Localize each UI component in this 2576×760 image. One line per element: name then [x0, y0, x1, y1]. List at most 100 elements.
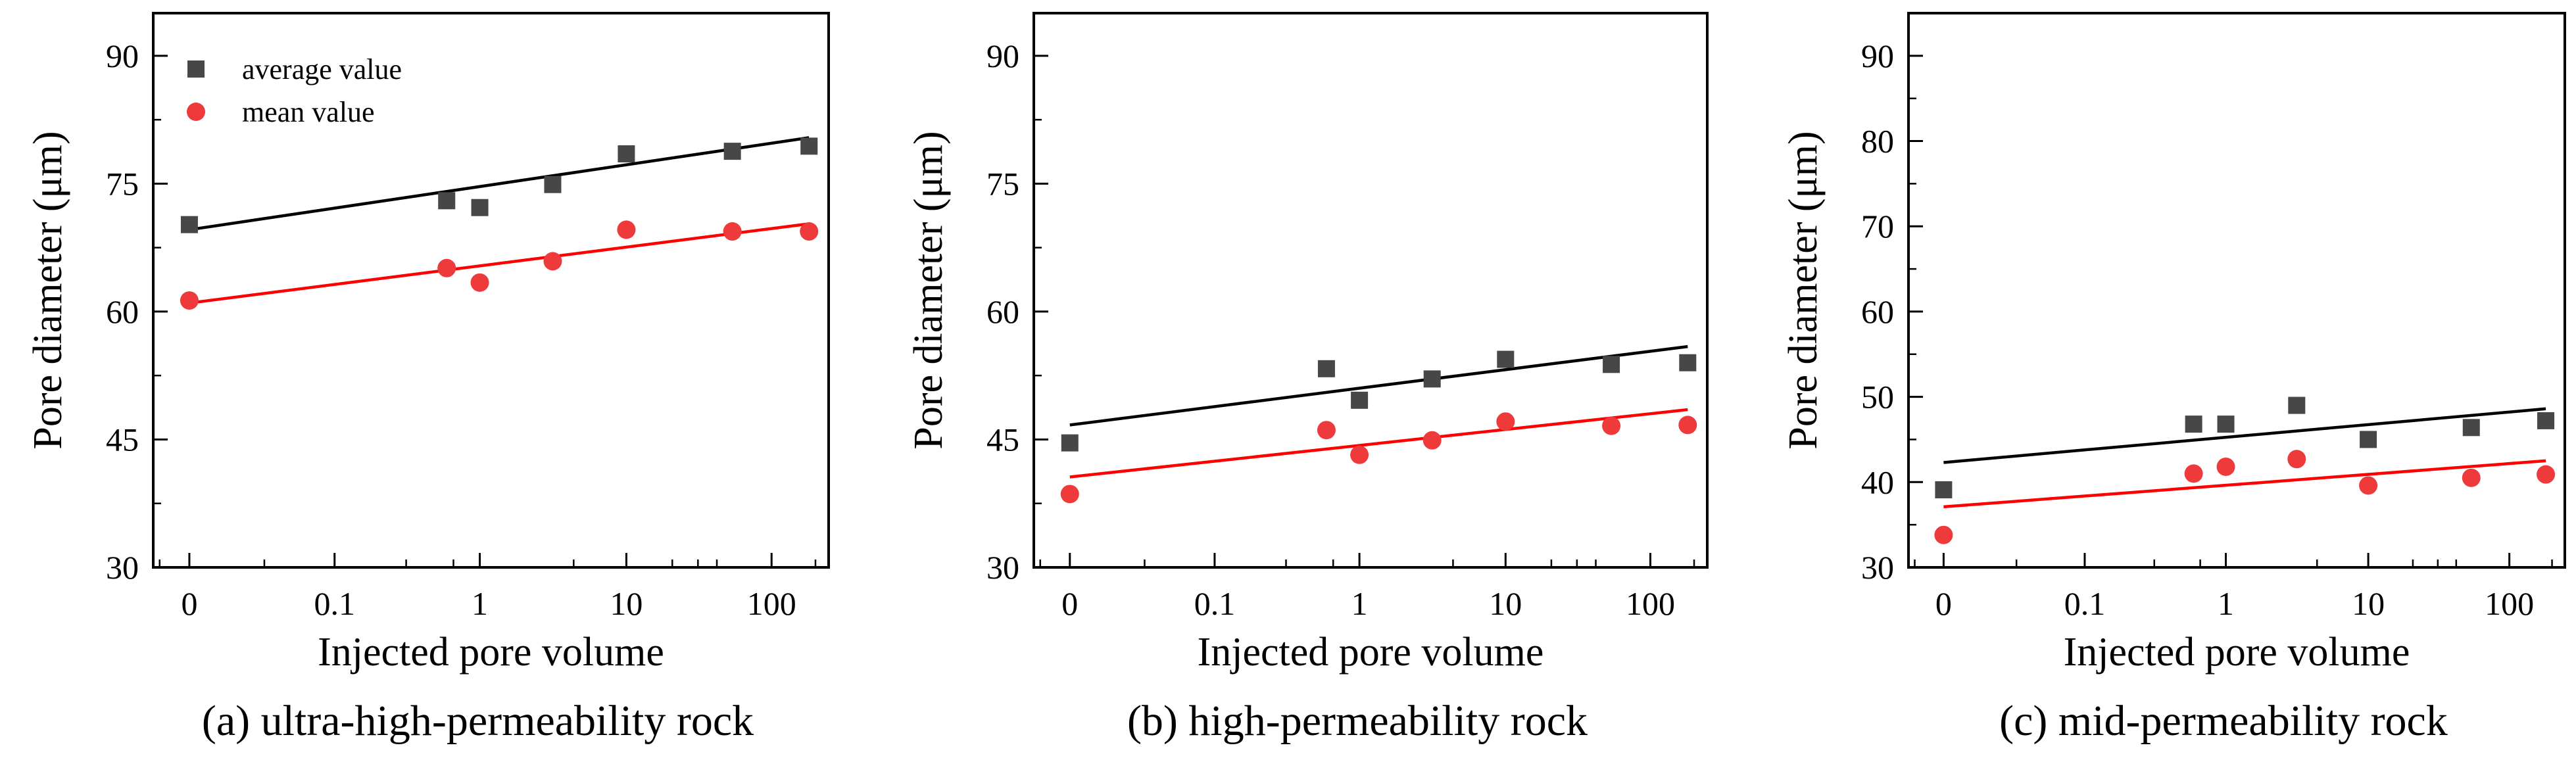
data-point-average	[1603, 356, 1620, 373]
data-point-mean	[1060, 485, 1079, 504]
fit-line-average	[189, 136, 810, 231]
y-tick-label: 50	[1861, 379, 1894, 416]
data-point-mean	[2537, 465, 2556, 484]
data-point-mean	[437, 258, 456, 277]
fit-line-mean	[1069, 408, 1688, 479]
data-point-mean	[1317, 421, 1336, 440]
data-point-mean	[800, 222, 819, 241]
data-point-mean	[2287, 450, 2306, 469]
panel-caption: (b) high-permeability rock	[1127, 697, 1588, 745]
panel-caption: (c) mid-permeability rock	[1999, 697, 2448, 745]
data-point-mean	[2462, 468, 2481, 487]
x-tick-label: 0.1	[1194, 585, 1236, 622]
y-tick-label: 45	[106, 421, 139, 458]
y-tick-label: 90	[1861, 37, 1894, 74]
data-point-mean	[180, 291, 199, 310]
data-point-average	[1423, 370, 1441, 388]
data-point-average	[1061, 434, 1079, 452]
data-point-average	[800, 137, 818, 155]
plot-frame	[152, 12, 830, 569]
legend-marker-mean	[187, 103, 205, 121]
y-tick-label: 30	[106, 549, 139, 586]
y-tick-label: 30	[986, 549, 1019, 586]
data-point-average	[1351, 391, 1369, 409]
y-axis-title: Pore diameter (μm)	[906, 131, 951, 449]
x-tick-label: 100	[1626, 585, 1675, 622]
data-point-mean	[1496, 412, 1515, 431]
y-tick-label: 90	[986, 37, 1019, 74]
fit-line-average	[1069, 344, 1688, 427]
data-point-mean	[1350, 445, 1369, 464]
x-tick-label: 1	[2218, 585, 2234, 622]
y-tick-label: 70	[1861, 208, 1894, 245]
data-point-average	[1935, 481, 1953, 498]
data-point-mean	[1678, 416, 1697, 435]
legend-label: average value	[242, 53, 402, 85]
data-point-mean	[2184, 464, 2203, 483]
data-point-mean	[723, 222, 742, 241]
legend-label: mean value	[242, 96, 375, 128]
fit-line-mean	[189, 222, 810, 305]
data-point-average	[723, 143, 741, 160]
data-point-mean	[617, 220, 636, 239]
fit-line-average	[1943, 407, 2546, 464]
data-point-mean	[1602, 416, 1621, 435]
data-point-mean	[1422, 431, 1442, 450]
x-axis-title: Injected pore volume	[1198, 630, 1544, 675]
x-axis-title: Injected pore volume	[318, 630, 664, 675]
legend-marker-average	[187, 60, 205, 78]
data-point-mean	[2216, 457, 2235, 476]
panel-c: 30 40 50 60 70 80 90 0 0.1 1 10 100 Injected pore vo…	[1781, 12, 2566, 745]
data-point-average	[438, 192, 456, 210]
x-tick-label: 1	[1351, 585, 1368, 622]
data-point-average	[544, 176, 562, 193]
y-axis-title: Pore diameter (μm)	[1781, 131, 1826, 449]
x-tick-label: 10	[2352, 585, 2385, 622]
y-tick-label: 30	[1861, 549, 1894, 586]
data-point-average	[2462, 419, 2480, 437]
panel-caption: (a) ultra-high-permeability rock	[202, 697, 754, 745]
data-point-average	[471, 199, 489, 216]
x-tick-label: 100	[2485, 585, 2534, 622]
data-point-average	[1317, 360, 1335, 377]
panel-b: 30 45 60 75 90 0 0.1 1 10 100 Injected pore volume…	[906, 12, 1709, 745]
data-point-average	[2185, 416, 2202, 433]
y-tick-label: 80	[1861, 123, 1894, 160]
data-point-mean	[470, 273, 489, 292]
y-tick-label: 60	[1861, 293, 1894, 330]
data-point-average	[1679, 354, 1697, 371]
data-point-average	[180, 216, 198, 233]
plot-frame	[1033, 12, 1709, 569]
x-tick-label: 10	[610, 585, 643, 622]
data-point-average	[2288, 396, 2306, 414]
x-tick-label: 0.1	[2064, 585, 2106, 622]
y-tick-label: 40	[1861, 463, 1894, 500]
x-tick-label: 0	[1061, 585, 1078, 622]
fit-line-mean	[1943, 459, 2546, 509]
y-tick-label: 75	[106, 165, 139, 202]
x-axis-title: Injected pore volume	[2064, 630, 2410, 675]
panel-a: 30 45 60 75 90 0 0.1 1 10 100 Injected pore volume…	[26, 12, 830, 745]
data-point-average	[618, 145, 635, 162]
plot-frame	[1907, 12, 2566, 569]
y-tick-label: 45	[986, 421, 1019, 458]
data-point-mean	[1934, 525, 1953, 544]
y-tick-label: 75	[986, 165, 1019, 202]
data-point-average	[2217, 416, 2235, 433]
x-tick-label: 1	[472, 585, 488, 622]
y-tick-label: 90	[106, 37, 139, 74]
data-point-average	[2360, 431, 2377, 448]
x-tick-label: 10	[1489, 585, 1522, 622]
x-tick-label: 0	[1935, 585, 1952, 622]
y-tick-label: 60	[106, 293, 139, 330]
x-tick-label: 0	[181, 585, 197, 622]
data-point-mean	[543, 252, 562, 271]
data-point-mean	[2359, 476, 2378, 495]
x-tick-label: 100	[747, 585, 796, 622]
data-point-average	[1497, 350, 1515, 368]
y-tick-label: 60	[986, 293, 1019, 330]
y-axis-title: Pore diameter (μm)	[26, 131, 70, 449]
x-tick-label: 0.1	[314, 585, 355, 622]
data-point-average	[2537, 412, 2555, 429]
